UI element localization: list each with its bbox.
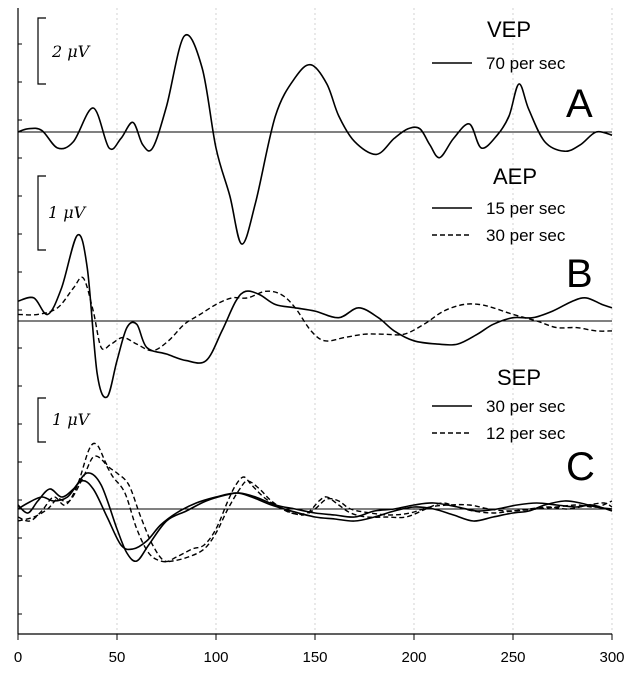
legend-label: 70 per sec — [486, 54, 566, 73]
scale-bar-label: 1 μV — [52, 410, 91, 429]
x-tick-label-50: 50 — [109, 649, 126, 666]
trace-70-per-sec-0 — [17, 33, 613, 245]
panel-title: SEP — [497, 365, 541, 390]
scale-bar — [37, 397, 46, 443]
legend-label: 12 per sec — [486, 424, 566, 443]
x-tick-label-200: 200 — [401, 649, 426, 666]
legend-label: 15 per sec — [486, 199, 566, 218]
trace-12-per-sec-3 — [17, 455, 613, 563]
x-tick-label-250: 250 — [500, 649, 525, 666]
scale-bar-label: 1 μV — [48, 203, 87, 222]
x-tick-label-300: 300 — [599, 649, 624, 666]
scale-bar — [37, 175, 46, 251]
y-axis-minor-ticks — [18, 43, 22, 615]
panel-title: AEP — [493, 164, 537, 189]
x-tick-label-100: 100 — [203, 649, 228, 666]
panel-title: VEP — [487, 17, 531, 42]
panel-letter: A — [566, 82, 593, 126]
trace-30-per-sec-0 — [17, 472, 613, 563]
x-tick-label-0: 0 — [14, 649, 22, 666]
panel-b: 1 μV AEP B 15 per sec 30 per sec — [17, 164, 613, 399]
trace-15-per-sec-0 — [17, 233, 613, 399]
panel-a: 2 μV VEP A70 per sec — [17, 17, 613, 245]
legend-label: 30 per sec — [486, 226, 566, 245]
x-axis-ticks: 0 50 100 150 200 250 300 — [14, 634, 625, 666]
panel-letter: C — [566, 445, 595, 489]
trace-12-per-sec-2 — [17, 442, 613, 563]
scale-bar — [37, 17, 46, 85]
legend-label: 30 per sec — [486, 397, 566, 416]
trace-30-per-sec-1 — [17, 276, 613, 352]
panel-c: 1 μV SEP C 30 per sec 12 per sec — [17, 365, 613, 563]
scale-bar-label: 2 μV — [51, 42, 91, 61]
x-tick-label-150: 150 — [302, 649, 327, 666]
panel-letter: B — [566, 252, 593, 296]
